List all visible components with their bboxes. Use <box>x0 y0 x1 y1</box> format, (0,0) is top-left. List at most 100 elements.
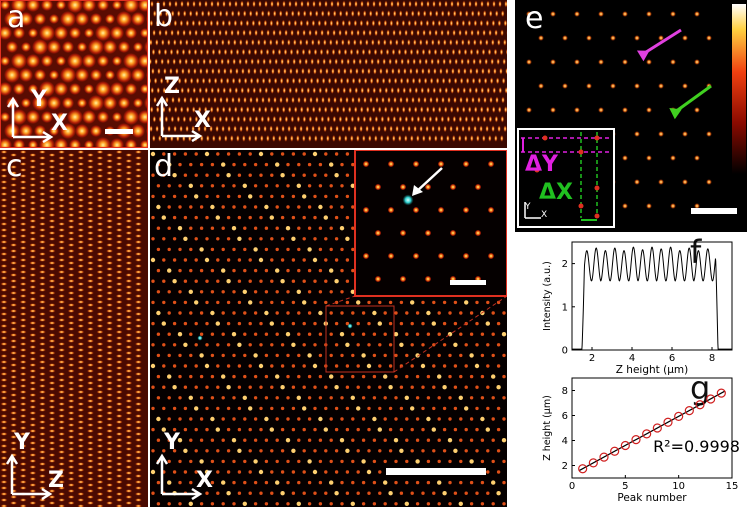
chart-g-y-axis-label: Z height (μm) <box>542 395 553 461</box>
panel-b-spot <box>473 106 478 114</box>
panel-c-spot <box>77 372 85 376</box>
panel-d-spot <box>291 279 296 283</box>
panel-d-spot <box>459 417 463 421</box>
panel-c-spot <box>48 183 56 187</box>
panel-c-spot <box>96 228 104 232</box>
panel-d-spot <box>194 300 199 305</box>
panel-d-spot <box>339 226 345 231</box>
panel-b-spot <box>168 86 173 94</box>
panel-d-spot <box>383 417 387 421</box>
chart-g-point <box>610 446 620 456</box>
panel-c-spot <box>38 180 47 184</box>
panel-d-spot <box>394 374 398 379</box>
panel-c-spot <box>38 384 47 388</box>
panel-c-spot <box>58 168 66 172</box>
panel-a-spot <box>146 71 147 79</box>
panel-c-spot <box>29 309 37 313</box>
panel-c-spot <box>29 477 37 481</box>
panel-d-spot <box>410 427 414 432</box>
panel-d-spot <box>286 205 290 209</box>
panel-b-spot <box>186 0 190 8</box>
panel-d-spot <box>485 427 490 432</box>
panel-b-spot <box>360 0 364 8</box>
panel-b-spot <box>173 19 178 27</box>
panel-b-spot <box>284 134 288 142</box>
panel-c-spot <box>134 378 142 382</box>
panel-d-spot <box>226 470 231 474</box>
panel-a-spot <box>21 42 31 52</box>
panel-d-spot <box>372 310 377 316</box>
panel-d-spot <box>329 184 333 188</box>
panel-c-spot <box>38 216 47 220</box>
panel-c-spot <box>106 381 114 385</box>
panel-c-spot <box>125 219 133 223</box>
panel-d-spot <box>286 396 290 400</box>
panel-c-spot <box>29 171 37 175</box>
panel-c-spot <box>125 273 133 277</box>
panel-d-spot <box>194 364 198 368</box>
panel-b-spot <box>326 29 330 37</box>
panel-d-spot <box>237 279 242 283</box>
panel-a-spot <box>1 56 10 66</box>
chart-g-plot-frame <box>571 377 733 479</box>
panel-b-spot <box>402 0 406 8</box>
panel-c-spot <box>0 480 8 484</box>
panel-e-spot <box>658 83 664 89</box>
panel-c-spot <box>96 204 104 208</box>
panel-c-spot <box>125 183 133 187</box>
panel-b-spot <box>266 134 270 142</box>
panel-c-spot <box>48 399 56 403</box>
panel-d-spot <box>329 438 333 442</box>
panel-c-spot <box>115 288 123 292</box>
panel-d-spot <box>242 395 247 400</box>
panel-c-spot <box>58 324 66 328</box>
panel-d-spot <box>248 364 252 368</box>
panel-c-spot <box>19 306 27 310</box>
panel-d-spot <box>432 406 436 411</box>
panel-d-spot <box>405 438 409 442</box>
panel-b-spot <box>334 58 338 66</box>
panel-d-spot <box>432 364 436 368</box>
panel-d-spot <box>210 310 215 316</box>
panel-c-spot <box>134 276 142 280</box>
panel-c-spot <box>0 288 8 292</box>
panel-b-spot <box>329 38 333 47</box>
panel-d-inset-spot <box>412 252 420 260</box>
panel-d-spot <box>345 427 350 432</box>
panel-c-spot <box>48 333 56 337</box>
panel-b-spot <box>164 29 168 37</box>
panel-d-spot <box>167 502 171 506</box>
panel-d-spot <box>172 385 177 390</box>
panel-c-spot <box>19 168 27 172</box>
panel-d-spot <box>243 268 247 273</box>
panel-d-spot <box>237 300 242 305</box>
panel-c-spot <box>10 231 18 235</box>
panel-b-spot <box>248 29 252 37</box>
panel-b-spot <box>474 86 479 94</box>
panel-c-spot <box>106 363 114 367</box>
panel-d-spot <box>199 332 204 336</box>
panel-b-spot <box>374 29 378 37</box>
panel-d-spot <box>372 480 377 485</box>
panel-c-spot <box>96 498 104 502</box>
panel-c-spot <box>29 453 37 457</box>
panel-d-spot <box>475 385 479 389</box>
panel-b-spot <box>227 125 231 133</box>
panel-c-spot <box>38 480 47 484</box>
panel-c-spot <box>67 207 75 211</box>
panel-b-spot <box>156 0 160 8</box>
panel-d-spot <box>459 353 463 358</box>
panel-a-spot <box>125 27 137 39</box>
panel-d-spot <box>502 417 506 421</box>
panel-c-spot <box>134 390 142 394</box>
panel-b-spot <box>170 29 174 37</box>
panel-c-spot <box>29 471 37 475</box>
panel-d-spot <box>280 385 285 390</box>
panel-b-spot <box>466 58 471 66</box>
panel-d-spot <box>156 396 161 400</box>
panel-c-spot <box>38 204 47 208</box>
panel-b-spot <box>150 38 153 46</box>
panel-b-spot <box>315 77 320 85</box>
panel-d-spot <box>286 480 290 485</box>
panel-d-spot <box>405 459 409 464</box>
